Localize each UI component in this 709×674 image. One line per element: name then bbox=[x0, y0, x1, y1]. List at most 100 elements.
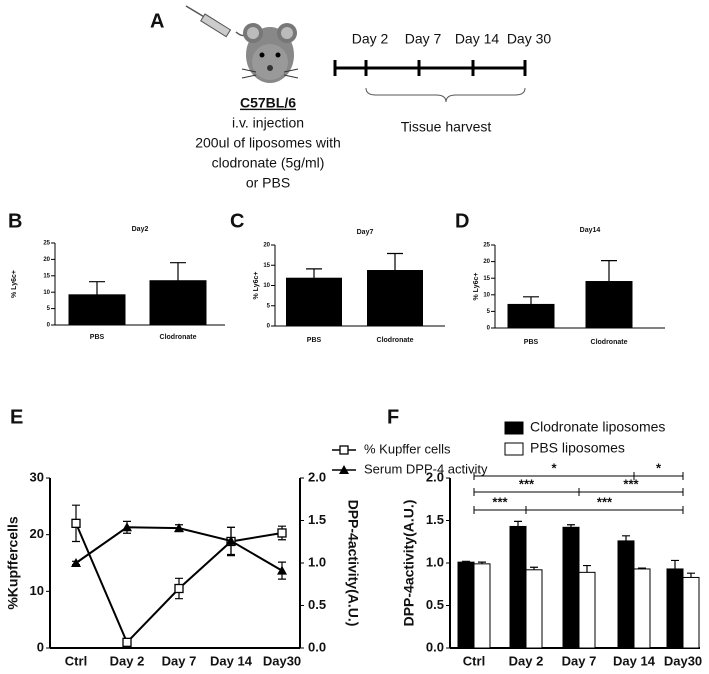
panel-letter: B bbox=[8, 210, 22, 232]
y-tick-label: 25 bbox=[43, 241, 50, 247]
x-tick-label: Day30 bbox=[664, 653, 702, 668]
x-tick-label: Day 2 bbox=[110, 653, 145, 668]
marker bbox=[174, 583, 184, 594]
error-bar bbox=[514, 520, 522, 527]
bar bbox=[149, 280, 207, 326]
panel-letter: A bbox=[150, 10, 164, 32]
y-tick-label: 5 bbox=[267, 303, 271, 309]
panel-letter: C bbox=[230, 210, 244, 232]
chart-panel: B Day2 % Ly6c+ 0 5 10 15 20 25 PBS Clodronate bbox=[8, 210, 225, 341]
y-tick-label: 20 bbox=[43, 257, 50, 263]
y-tick-label: 15 bbox=[483, 276, 490, 282]
legend-label: Clodronate liposomes bbox=[530, 419, 665, 435]
x-tick-label: Day 14 bbox=[210, 653, 253, 668]
syringe-icon bbox=[185, 5, 251, 38]
legend-label: PBS liposomes bbox=[530, 440, 625, 456]
y-axis-label: % Ly6c+ bbox=[11, 270, 18, 298]
significance-label: *** bbox=[492, 494, 508, 509]
panel-letter: D bbox=[455, 210, 469, 232]
timeline-label: Day 7 bbox=[405, 31, 442, 47]
timeline-label: Day 2 bbox=[352, 31, 389, 47]
error-bar bbox=[601, 260, 617, 282]
significance-bracket bbox=[525, 506, 684, 514]
y-axis-label: %Kupffercells bbox=[5, 516, 21, 610]
y2-axis-label: DPP-4activity(A.U.) bbox=[345, 500, 361, 627]
bar bbox=[666, 568, 684, 649]
bar bbox=[286, 277, 342, 327]
marker bbox=[71, 518, 81, 528]
y-tick-label: 20 bbox=[483, 259, 490, 265]
chart-panel: F DPP-4activity(A.U.) 0.0 0.5 1.0 1.5 2.0 Ctrl D… bbox=[387, 406, 702, 668]
injection-line: or PBS bbox=[246, 175, 290, 191]
charts: B Day2 % Ly6c+ 0 5 10 15 20 25 PBS Clodronate C Day7… bbox=[5, 210, 702, 668]
x-tick-label: Clodronate bbox=[160, 334, 197, 341]
marker bbox=[226, 535, 236, 545]
y-tick-label: 0 bbox=[487, 326, 491, 332]
significance-bracket bbox=[633, 472, 684, 480]
bar bbox=[633, 568, 651, 649]
x-tick-label: Day30 bbox=[263, 653, 301, 668]
bar bbox=[682, 576, 700, 649]
marker bbox=[122, 637, 132, 647]
x-tick-label: PBS bbox=[524, 339, 539, 346]
timeline-label: Day 30 bbox=[507, 31, 552, 47]
y-tick-label: 10 bbox=[43, 290, 50, 296]
timeline-ticks: Day 2 Day 7 Day 14 Day 30 bbox=[333, 31, 552, 76]
bar bbox=[578, 571, 596, 649]
x-tick-label: Day 2 bbox=[509, 653, 544, 668]
significance-label: * bbox=[551, 460, 557, 475]
y-tick-label: 15 bbox=[263, 263, 270, 269]
y-tick-label: 10 bbox=[30, 583, 44, 598]
bar bbox=[562, 526, 580, 649]
y-tick-label: 10 bbox=[483, 292, 490, 298]
y-axis-label: % Ly6c+ bbox=[473, 273, 480, 301]
chart-title: Day14 bbox=[580, 227, 601, 234]
legend-label: % Kupffer cells bbox=[364, 441, 451, 456]
x-tick-label: Day 7 bbox=[162, 653, 197, 668]
x-tick-label: Ctrl bbox=[463, 653, 485, 668]
bar bbox=[68, 294, 126, 326]
y-tick-label: 30 bbox=[30, 469, 44, 484]
harvest-label: Tissue harvest bbox=[401, 119, 492, 135]
significance-label: *** bbox=[597, 494, 613, 509]
error-bar bbox=[89, 281, 105, 295]
mouse-icon bbox=[241, 23, 299, 83]
y-tick-label: 15 bbox=[43, 273, 50, 279]
chart-title: Day7 bbox=[357, 229, 374, 236]
y-tick-label: 20 bbox=[30, 526, 44, 541]
strain-label: C57BL/6 bbox=[240, 95, 296, 111]
bar bbox=[457, 561, 475, 649]
x-tick-label: Day 14 bbox=[613, 653, 656, 668]
y-tick-label: 10 bbox=[263, 283, 270, 289]
y2-tick-label: 0.0 bbox=[308, 639, 326, 654]
error-bar bbox=[622, 535, 630, 541]
marker bbox=[122, 522, 132, 532]
marker bbox=[277, 565, 287, 575]
legend-label: Serum DPP-4 activity bbox=[364, 461, 488, 476]
y-axis-label: DPP-4activity(A.U.) bbox=[401, 500, 417, 627]
x-tick-label: Ctrl bbox=[65, 653, 87, 668]
significance-label: *** bbox=[623, 476, 639, 491]
y-tick-label: 0 bbox=[267, 324, 271, 330]
error-bar bbox=[583, 564, 591, 573]
y2-tick-label: 1.5 bbox=[308, 512, 326, 527]
x-tick-label: Clodronate bbox=[591, 339, 628, 346]
error-bar bbox=[170, 262, 186, 281]
significance-bracket bbox=[578, 488, 684, 496]
significance-label: * bbox=[656, 460, 662, 475]
panel-letter: F bbox=[387, 406, 399, 428]
marker bbox=[277, 528, 287, 538]
bar bbox=[525, 569, 543, 649]
legend-marker bbox=[339, 465, 349, 474]
y2-tick-label: 1.0 bbox=[308, 554, 326, 569]
y-tick-label: 5 bbox=[487, 309, 491, 315]
error-bar bbox=[671, 559, 679, 569]
bar bbox=[367, 270, 423, 327]
chart-title: Day2 bbox=[132, 226, 149, 233]
line bbox=[75, 526, 283, 572]
y-tick-label: 2.0 bbox=[426, 469, 444, 484]
bar bbox=[617, 540, 635, 649]
chart-panel: C Day7 % Ly6c+ 0 5 10 15 20 PBS Clodronate bbox=[230, 210, 445, 344]
legend-marker bbox=[339, 445, 349, 455]
error-bar bbox=[306, 268, 322, 279]
